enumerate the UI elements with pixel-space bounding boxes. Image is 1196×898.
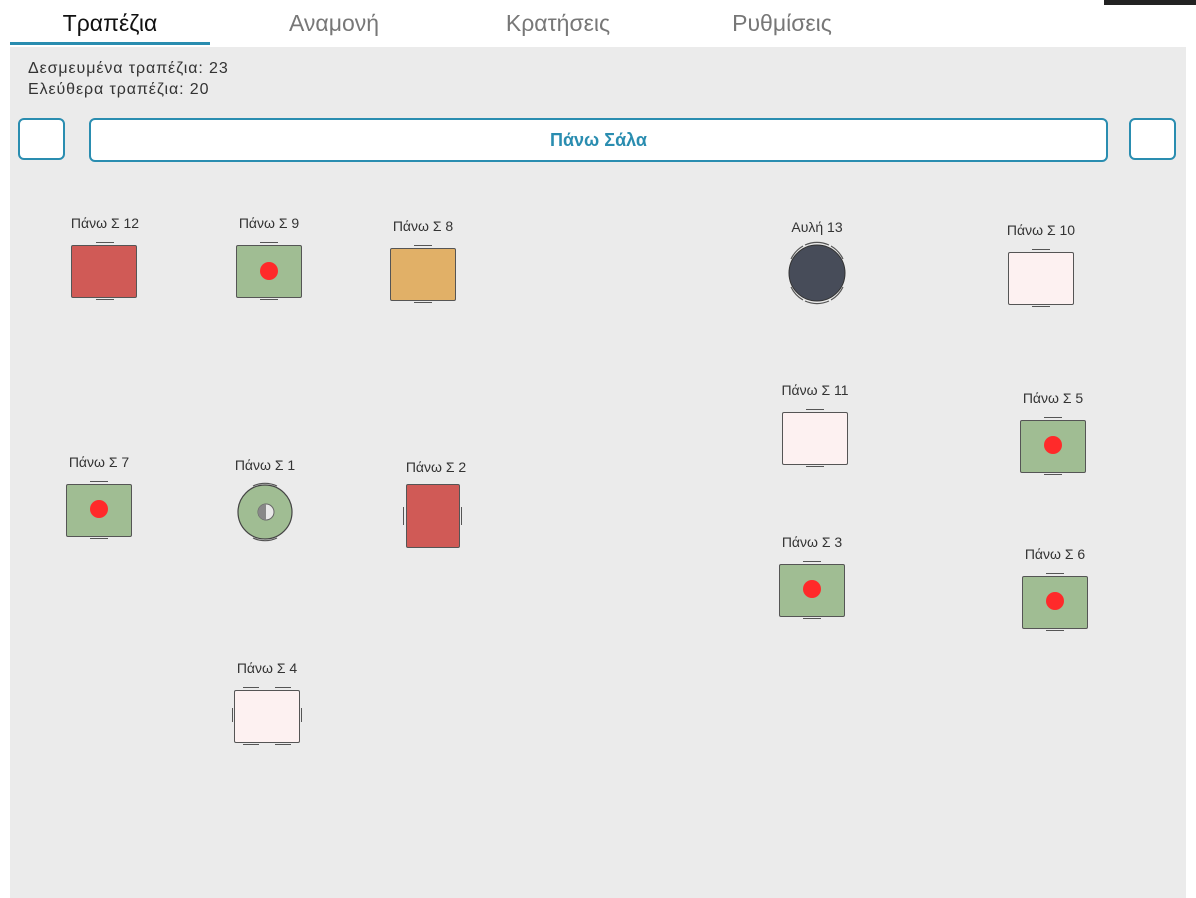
tab-settings[interactable]: Ρυθμίσεις [732, 9, 832, 36]
table-label: Πάνω Σ 7 [68, 454, 130, 470]
chair [90, 481, 108, 482]
table-label: Πάνω Σ 2 [405, 459, 467, 475]
table-label: Αυλή 13 [791, 219, 843, 235]
prev-room-button[interactable] [18, 118, 65, 160]
chair [1046, 630, 1064, 631]
table-label: Πάνω Σ 1 [234, 457, 296, 473]
table-top [782, 412, 848, 465]
chair [260, 299, 278, 300]
chair [1044, 474, 1062, 475]
alert-dot-icon [803, 580, 821, 598]
table-label: Πάνω Σ 9 [238, 215, 300, 231]
window-corner-bar [1104, 0, 1196, 5]
half-circle-icon [257, 503, 275, 521]
active-tab-indicator [10, 42, 210, 45]
chair [414, 302, 432, 303]
chair [90, 538, 108, 539]
tab-reservations[interactable]: Κρατήσεις [505, 9, 611, 36]
table-top [390, 248, 456, 301]
table-label: Πάνω Σ 10 [1006, 222, 1076, 238]
chair [806, 409, 824, 410]
table-pano-12[interactable]: Πάνω Σ 12 [61, 213, 149, 303]
table-top [71, 245, 137, 298]
chair [275, 687, 291, 688]
table-pano-4[interactable]: Πάνω Σ 4 [223, 658, 311, 750]
table-label: Πάνω Σ 11 [781, 382, 849, 398]
tab-tables[interactable]: Τραπέζια [62, 9, 158, 36]
chair [403, 507, 404, 525]
alert-dot-icon [1046, 592, 1064, 610]
next-room-button[interactable] [1129, 118, 1176, 160]
main-tabs: Τραπέζια Αναμονή Κρατήσεις Ρυθμίσεις [10, 0, 1186, 46]
chair [96, 242, 114, 243]
tab-waiting[interactable]: Αναμονή [288, 9, 380, 36]
free-tables-count: Ελεύθερα τραπέζια: 20 [28, 81, 210, 98]
table-label: Πάνω Σ 3 [781, 534, 843, 550]
chair [301, 708, 302, 722]
table-label: Πάνω Σ 12 [70, 215, 140, 231]
table-top [406, 484, 460, 548]
table-top [66, 484, 132, 537]
table-top [1008, 252, 1074, 305]
table-pano-6[interactable]: Πάνω Σ 6 [1011, 544, 1099, 634]
table-label: Πάνω Σ 4 [236, 660, 298, 676]
table-pano-9[interactable]: Πάνω Σ 9 [225, 213, 313, 303]
chair [1044, 417, 1062, 418]
chair [260, 242, 278, 243]
alert-dot-icon [260, 262, 278, 280]
round-table-graphic [788, 241, 846, 305]
chair [243, 744, 259, 745]
table-pano-7[interactable]: Πάνω Σ 7 [55, 452, 143, 542]
floor-plan-panel: Δεσμευμένα τραπέζια: 23 Ελεύθερα τραπέζι… [10, 47, 1186, 898]
table-stats: Δεσμευμένα τραπέζια: 23 Ελεύθερα τραπέζι… [28, 58, 229, 100]
chair [1046, 573, 1064, 574]
alert-dot-icon [90, 500, 108, 518]
table-pano-1[interactable]: Πάνω Σ 1 [225, 455, 305, 550]
chair [461, 507, 462, 525]
chair [806, 466, 824, 467]
chair [96, 299, 114, 300]
table-label: Πάνω Σ 5 [1022, 390, 1084, 406]
chair [275, 744, 291, 745]
table-pano-5[interactable]: Πάνω Σ 5 [1009, 388, 1097, 478]
chair [803, 618, 821, 619]
chair [232, 708, 233, 722]
room-selector-button[interactable]: Πάνω Σάλα [89, 118, 1108, 162]
reserved-tables-count: Δεσμευμένα τραπέζια: 23 [28, 60, 229, 77]
alert-dot-icon [1044, 436, 1062, 454]
table-pano-11[interactable]: Πάνω Σ 11 [771, 380, 859, 470]
chair [803, 561, 821, 562]
table-label: Πάνω Σ 6 [1024, 546, 1086, 562]
room-name: Πάνω Σάλα [549, 129, 647, 150]
table-top [234, 690, 300, 743]
chair [1032, 249, 1050, 250]
chair [414, 245, 432, 246]
table-pano-10[interactable]: Πάνω Σ 10 [997, 220, 1085, 310]
table-pano-2[interactable]: Πάνω Σ 2 [396, 457, 476, 552]
table-pano-3[interactable]: Πάνω Σ 3 [768, 532, 856, 622]
chair [1032, 306, 1050, 307]
chair [243, 687, 259, 688]
table-avli-13[interactable]: Αυλή 13 [777, 217, 857, 312]
table-label: Πάνω Σ 8 [392, 218, 454, 234]
table-pano-8[interactable]: Πάνω Σ 8 [379, 216, 467, 306]
